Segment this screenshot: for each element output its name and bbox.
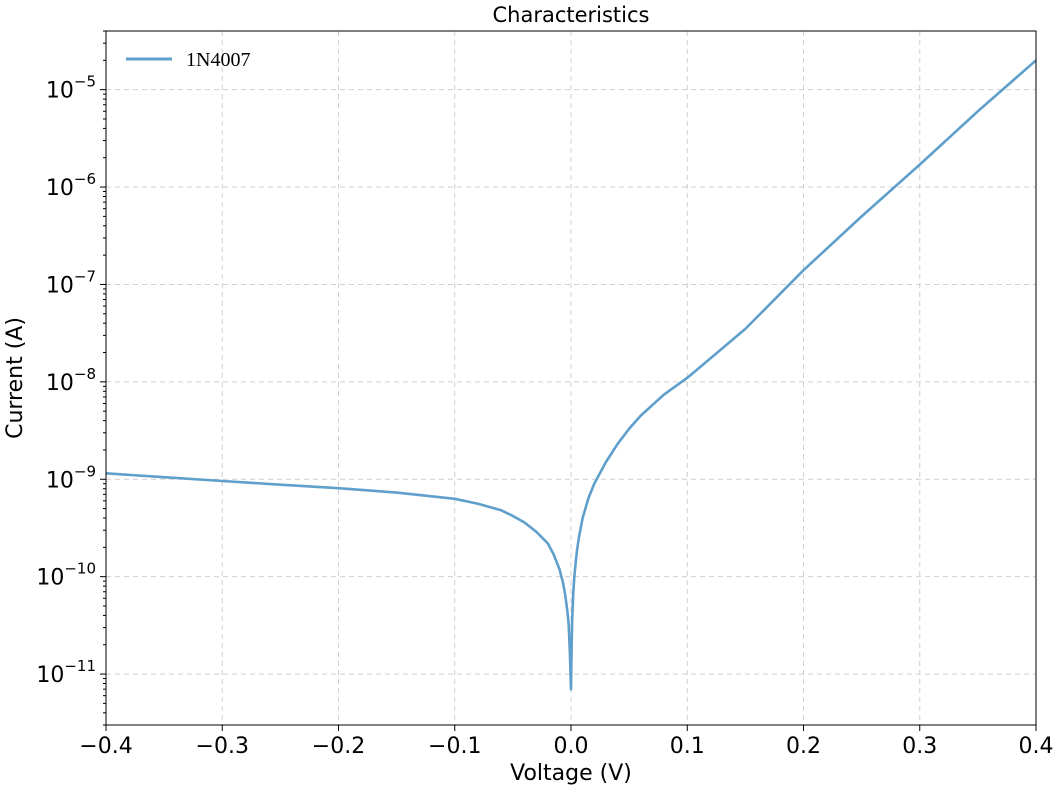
- legend: 1N4007: [126, 49, 250, 71]
- x-tick-label: 0.4: [1019, 734, 1054, 759]
- y-tick-label: 10−10: [36, 560, 96, 591]
- y-tick-base: 10: [36, 566, 64, 591]
- x-axis-ticks: −0.4 −0.3 −0.2 −0.1 0.0 0.1 0.2 0.3 0.4: [79, 725, 1054, 759]
- x-axis-label: Voltage (V): [510, 761, 632, 786]
- y-tick-exponent: −11: [64, 657, 96, 675]
- x-tick-label: −0.4: [79, 734, 132, 759]
- x-tick-label: 0.2: [786, 734, 821, 759]
- y-tick-label: 10−11: [36, 657, 96, 688]
- series-layer: [105, 59, 1037, 691]
- y-axis-label: Current (A): [3, 317, 28, 439]
- chart-title: Characteristics: [492, 3, 649, 27]
- x-tick-label: 0.3: [902, 734, 937, 759]
- legend-label-1n4007: 1N4007: [186, 49, 250, 71]
- series-line-1n4007: [105, 59, 1037, 691]
- y-tick-exponent: −7: [74, 267, 96, 285]
- y-tick-label: 10−8: [46, 365, 96, 396]
- y-tick-exponent: −9: [74, 462, 96, 480]
- x-tick-label: 0.1: [670, 734, 705, 759]
- y-tick-exponent: −8: [74, 365, 96, 383]
- y-tick-base: 10: [36, 663, 64, 688]
- y-tick-label: 10−5: [46, 73, 96, 104]
- y-tick-base: 10: [46, 468, 74, 493]
- x-tick-label: 0.0: [554, 734, 589, 759]
- y-tick-base: 10: [46, 176, 74, 201]
- y-tick-exponent: −10: [64, 560, 96, 578]
- y-tick-label: 10−6: [46, 170, 96, 201]
- y-tick-label: 10−7: [46, 267, 96, 298]
- x-tick-label: −0.2: [312, 734, 365, 759]
- y-tick-label: 10−9: [46, 462, 96, 493]
- y-tick-exponent: −5: [74, 73, 96, 91]
- x-tick-label: −0.1: [428, 734, 481, 759]
- y-tick-base: 10: [46, 79, 74, 104]
- y-tick-exponent: −6: [74, 170, 96, 188]
- y-tick-base: 10: [46, 273, 74, 298]
- y-tick-base: 10: [46, 371, 74, 396]
- x-tick-label: −0.3: [196, 734, 249, 759]
